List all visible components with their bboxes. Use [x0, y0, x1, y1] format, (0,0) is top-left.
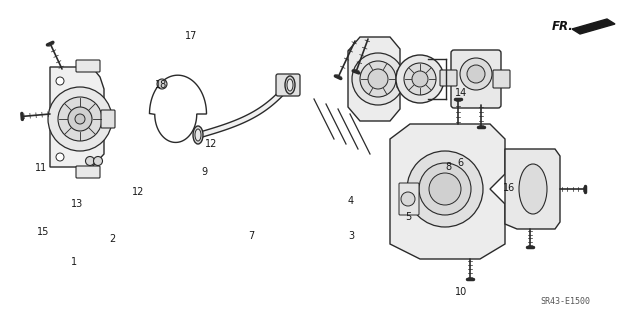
Circle shape — [407, 151, 483, 227]
Circle shape — [352, 53, 404, 105]
FancyBboxPatch shape — [440, 70, 457, 86]
Circle shape — [86, 157, 95, 166]
Text: 10: 10 — [455, 287, 467, 297]
Circle shape — [460, 58, 492, 90]
Text: 18: 18 — [155, 80, 167, 90]
Circle shape — [157, 79, 167, 89]
Text: 17: 17 — [185, 31, 197, 41]
Text: 9: 9 — [201, 167, 207, 177]
Text: 5: 5 — [405, 212, 411, 222]
Text: 6: 6 — [457, 158, 463, 168]
Polygon shape — [50, 67, 104, 167]
Ellipse shape — [285, 76, 295, 94]
Text: 16: 16 — [503, 183, 515, 193]
Text: 8: 8 — [445, 162, 451, 172]
Circle shape — [360, 61, 396, 97]
Text: SR43-E1500: SR43-E1500 — [540, 296, 590, 306]
Ellipse shape — [195, 129, 201, 141]
Ellipse shape — [519, 164, 547, 214]
FancyBboxPatch shape — [493, 70, 510, 88]
FancyBboxPatch shape — [76, 166, 100, 178]
FancyBboxPatch shape — [276, 74, 300, 96]
Text: 11: 11 — [35, 163, 47, 173]
Polygon shape — [390, 124, 505, 259]
Circle shape — [75, 114, 85, 124]
Ellipse shape — [287, 79, 293, 91]
Circle shape — [368, 69, 388, 89]
Circle shape — [412, 71, 428, 87]
Circle shape — [401, 192, 415, 206]
Circle shape — [58, 97, 102, 141]
Text: 4: 4 — [348, 196, 354, 206]
FancyBboxPatch shape — [101, 110, 115, 128]
FancyBboxPatch shape — [451, 50, 501, 108]
Polygon shape — [572, 19, 615, 34]
Circle shape — [56, 153, 64, 161]
Text: 7: 7 — [248, 231, 254, 241]
Circle shape — [396, 55, 444, 103]
FancyBboxPatch shape — [397, 70, 417, 88]
Circle shape — [56, 77, 64, 85]
Circle shape — [68, 107, 92, 131]
FancyBboxPatch shape — [76, 60, 100, 72]
Polygon shape — [348, 37, 410, 121]
Text: 15: 15 — [37, 227, 49, 237]
Text: 1: 1 — [71, 257, 77, 267]
Circle shape — [467, 65, 485, 83]
Circle shape — [93, 157, 102, 166]
Text: 3: 3 — [348, 231, 354, 241]
Circle shape — [48, 87, 112, 151]
Circle shape — [419, 163, 471, 215]
Text: 2: 2 — [109, 234, 115, 244]
Circle shape — [429, 173, 461, 205]
Text: 13: 13 — [71, 199, 83, 209]
FancyBboxPatch shape — [399, 183, 419, 215]
Text: 12: 12 — [205, 139, 217, 149]
Ellipse shape — [193, 126, 203, 144]
Text: 14: 14 — [455, 88, 467, 98]
Circle shape — [404, 63, 436, 95]
Text: 12: 12 — [132, 187, 144, 197]
Text: FR.: FR. — [552, 19, 574, 33]
Polygon shape — [505, 149, 560, 229]
